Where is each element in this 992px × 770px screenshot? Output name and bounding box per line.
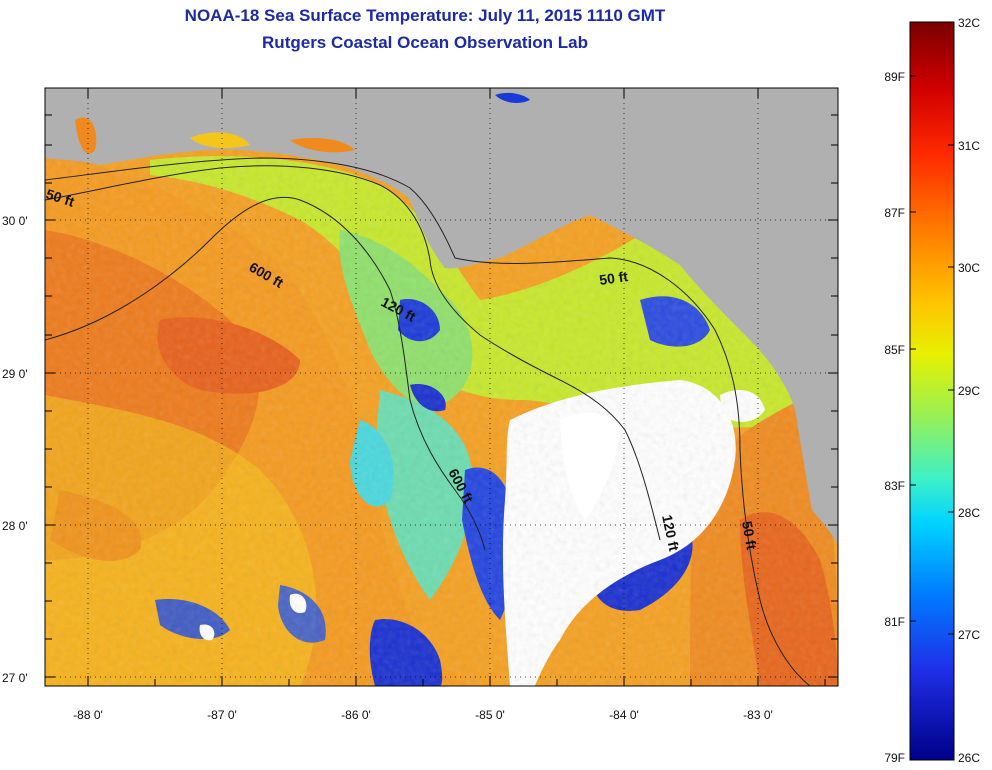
colorbar <box>909 21 955 761</box>
colorbar-ticks <box>910 75 954 635</box>
lon-label-85: -85 0' <box>475 708 505 722</box>
colorbar-fahrenheit-85: 85F <box>884 343 905 357</box>
colorbar-fahrenheit-81: 81F <box>884 615 905 629</box>
colorbar-celsius-28: 28C <box>958 506 980 520</box>
colorbar-fahrenheit-79: 79F <box>884 751 905 765</box>
colorbar-celsius-31: 31C <box>958 139 980 153</box>
pensacola-bay <box>190 132 250 149</box>
map-plot-area <box>45 88 838 686</box>
contour-label-120ft-south: 120 ft <box>659 513 682 552</box>
colorbar-fahrenheit-83: 83F <box>884 479 905 493</box>
map-title: NOAA-18 Sea Surface Temperature: July 11… <box>184 6 666 25</box>
cloud-peninsula <box>560 412 620 520</box>
lat-label-30: 30 0' <box>2 214 28 228</box>
contour-600ft <box>45 196 486 551</box>
mobile-bay <box>75 117 97 154</box>
contour-120ft <box>45 165 661 541</box>
colorbar-fahrenheit-89: 89F <box>884 70 905 84</box>
lat-label-29: 29 0' <box>2 367 28 381</box>
contour-label-50ft-east: 50 ft <box>739 520 760 551</box>
plot-frame <box>44 87 839 687</box>
axis-ticks <box>45 88 838 686</box>
lat-label-27: 27 0' <box>2 671 28 685</box>
colorbar-fahrenheit-87: 87F <box>884 206 905 220</box>
lon-label-84: -84 0' <box>609 708 639 722</box>
colorbar-celsius-26: 26C <box>958 751 980 765</box>
colorbar-celsius-32: 32C <box>958 16 980 30</box>
lat-label-28: 28 0' <box>2 519 28 533</box>
lon-label-83: -83 0' <box>743 708 773 722</box>
map-subtitle: Rutgers Coastal Ocean Observation Lab <box>262 33 588 52</box>
colorbar-celsius-30: 30C <box>958 261 980 275</box>
contour-50ft <box>45 157 811 686</box>
choctawhatchee-bay <box>290 138 355 153</box>
contour-label-50ft-big-bend: 50 ft <box>598 268 629 288</box>
land-mass <box>45 88 838 545</box>
graticule <box>45 88 838 686</box>
colorbar-celsius-29: 29C <box>958 384 980 398</box>
colorbar-celsius-27: 27C <box>958 628 980 642</box>
lon-label-87: -87 0' <box>207 708 237 722</box>
lon-label-88: -88 0' <box>73 708 103 722</box>
inland-lake <box>495 92 530 103</box>
lon-label-86: -86 0' <box>341 708 371 722</box>
